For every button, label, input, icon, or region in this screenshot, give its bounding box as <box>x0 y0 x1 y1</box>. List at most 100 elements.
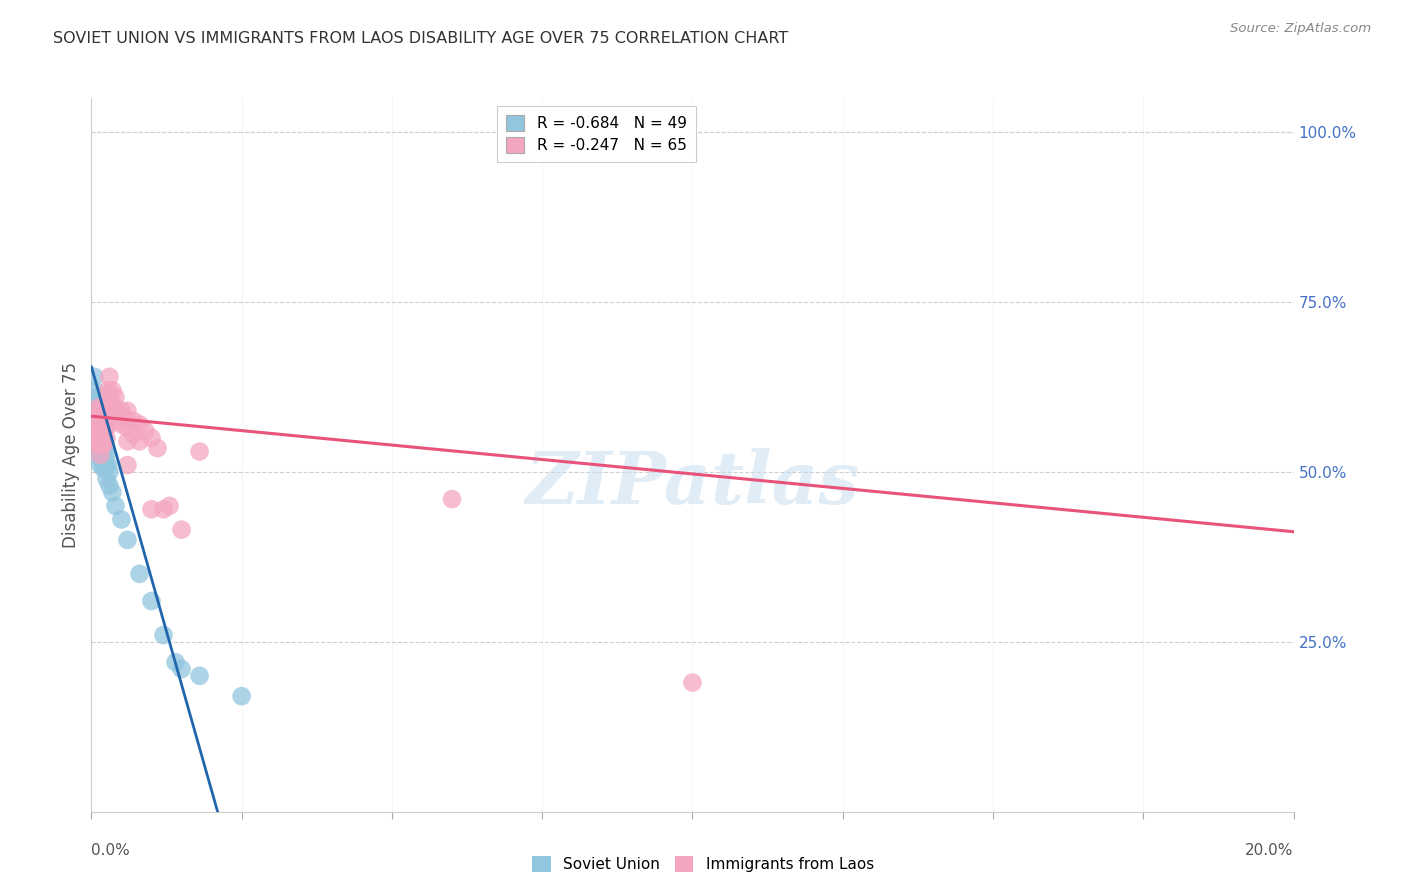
Point <box>122 427 145 442</box>
Point <box>122 414 145 428</box>
Point <box>93 410 115 425</box>
Point <box>96 448 118 462</box>
Point <box>134 424 156 438</box>
Point <box>89 451 111 466</box>
Point <box>96 472 118 486</box>
Text: 20.0%: 20.0% <box>1246 843 1294 858</box>
Point <box>83 397 105 411</box>
Point <box>96 431 118 445</box>
Point <box>97 410 120 425</box>
Point <box>84 414 107 428</box>
Point <box>96 458 118 472</box>
Point <box>84 403 107 417</box>
Point <box>141 431 163 445</box>
Point <box>101 485 124 500</box>
Point <box>89 448 111 462</box>
Point <box>93 434 115 449</box>
Point <box>83 369 105 384</box>
Point <box>188 669 211 683</box>
Point <box>101 397 124 411</box>
Point <box>93 403 115 417</box>
Point <box>97 397 120 411</box>
Point <box>97 458 120 472</box>
Point <box>86 427 108 442</box>
Point <box>89 444 111 458</box>
Point <box>86 441 108 455</box>
Point <box>87 401 110 415</box>
Point <box>91 441 114 455</box>
Point <box>152 502 174 516</box>
Legend: R = -0.684   N = 49, R = -0.247   N = 65: R = -0.684 N = 49, R = -0.247 N = 65 <box>496 106 696 162</box>
Point <box>87 424 110 438</box>
Text: Source: ZipAtlas.com: Source: ZipAtlas.com <box>1230 22 1371 36</box>
Point <box>681 675 703 690</box>
Point <box>93 451 115 466</box>
Point <box>86 397 108 411</box>
Point <box>110 512 132 526</box>
Point <box>89 438 111 452</box>
Point <box>91 451 114 466</box>
Point <box>93 438 115 452</box>
Point <box>117 421 139 435</box>
Point <box>101 384 124 398</box>
Point <box>93 427 115 442</box>
Point <box>91 434 114 449</box>
Point <box>84 427 107 442</box>
Point <box>128 566 150 581</box>
Point <box>152 628 174 642</box>
Point <box>86 427 108 442</box>
Point <box>86 434 108 449</box>
Point <box>83 427 105 442</box>
Point <box>91 424 114 438</box>
Point <box>87 434 110 449</box>
Point <box>86 438 108 452</box>
Point <box>83 434 105 449</box>
Point <box>84 403 107 417</box>
Point <box>83 407 105 421</box>
Point <box>91 431 114 445</box>
Point <box>86 421 108 435</box>
Point <box>83 414 105 428</box>
Point <box>114 410 136 425</box>
Point <box>128 417 150 432</box>
Point <box>96 397 118 411</box>
Point <box>93 434 115 449</box>
Point <box>89 424 111 438</box>
Y-axis label: Disability Age Over 75: Disability Age Over 75 <box>62 362 80 548</box>
Point <box>141 502 163 516</box>
Point <box>98 369 121 384</box>
Point <box>98 465 121 479</box>
Point <box>117 403 139 417</box>
Point <box>231 689 253 703</box>
Point <box>89 434 111 449</box>
Point <box>83 384 105 398</box>
Point <box>87 441 110 455</box>
Point <box>93 424 115 438</box>
Point <box>87 424 110 438</box>
Point <box>141 594 163 608</box>
Point <box>86 421 108 435</box>
Point <box>84 390 107 404</box>
Point <box>440 492 463 507</box>
Point <box>86 410 108 425</box>
Point <box>98 401 121 415</box>
Point <box>89 407 111 421</box>
Point <box>165 655 187 669</box>
Point <box>110 403 132 417</box>
Point <box>159 499 181 513</box>
Point <box>188 444 211 458</box>
Point <box>89 458 111 472</box>
Point <box>98 386 121 401</box>
Point <box>83 417 105 432</box>
Point <box>89 427 111 442</box>
Legend: Soviet Union, Immigrants from Laos: Soviet Union, Immigrants from Laos <box>524 848 882 880</box>
Point <box>117 533 139 547</box>
Point <box>104 403 127 417</box>
Point <box>86 410 108 425</box>
Point <box>91 414 114 428</box>
Text: ZIPatlas: ZIPatlas <box>526 448 859 519</box>
Point <box>84 417 107 432</box>
Text: 0.0%: 0.0% <box>91 843 131 858</box>
Point <box>104 499 127 513</box>
Point <box>104 414 127 428</box>
